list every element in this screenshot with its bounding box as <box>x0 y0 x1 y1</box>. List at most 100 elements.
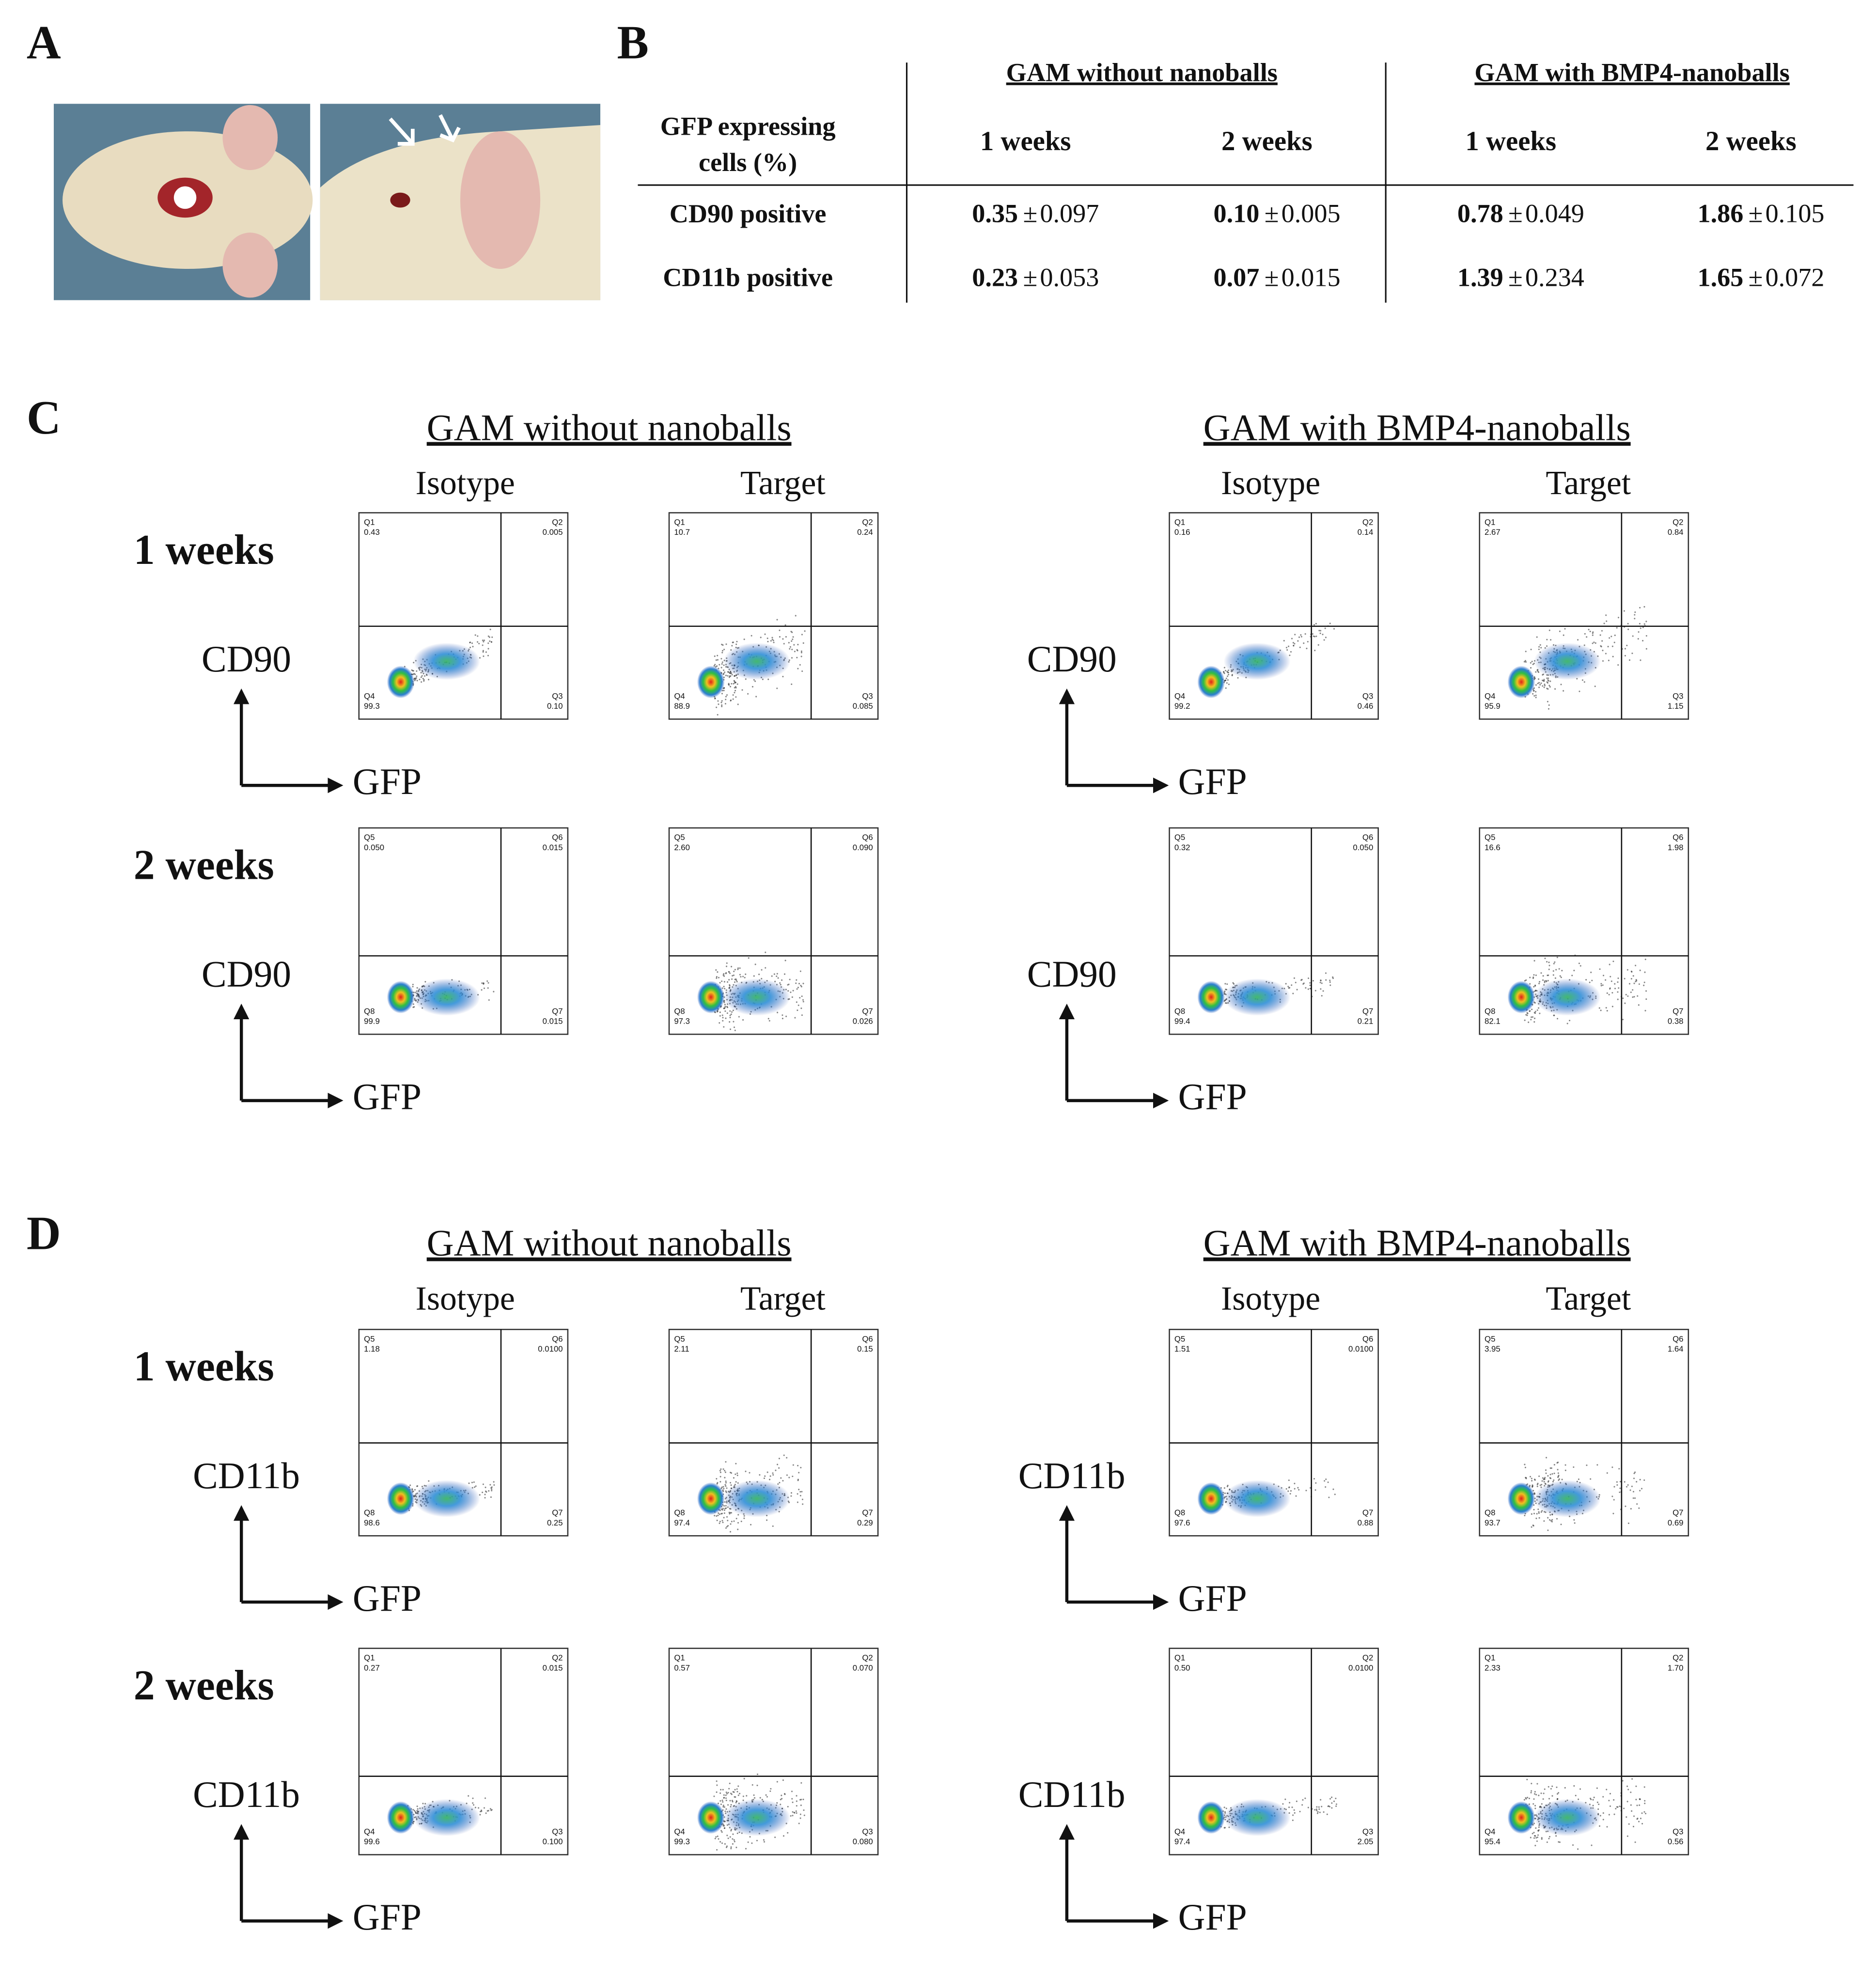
event-dot <box>1645 998 1647 1000</box>
event-dot <box>1635 1785 1637 1787</box>
event-dot <box>1293 645 1295 647</box>
event-dot <box>1643 623 1645 625</box>
event-dot <box>740 1521 742 1523</box>
event-dot <box>1331 1796 1333 1798</box>
event-dot <box>1573 1466 1575 1468</box>
event-dot <box>724 1508 726 1510</box>
event-dot <box>1610 976 1611 978</box>
event-dot <box>798 1489 800 1491</box>
x-axis-label: GFP <box>353 1577 422 1619</box>
event-dot <box>1296 1800 1298 1802</box>
event-dot <box>478 1807 480 1809</box>
event-dot <box>1633 1472 1635 1474</box>
event-dot <box>1285 647 1287 649</box>
event-dot <box>1627 995 1629 997</box>
event-dot <box>483 1807 485 1809</box>
event-dot <box>745 1848 747 1850</box>
event-dot <box>1325 637 1327 638</box>
event-dot <box>1552 974 1554 976</box>
event-dot <box>1534 1017 1536 1019</box>
quadrant-value: 0.16 <box>1174 528 1190 537</box>
event-dot <box>734 981 736 983</box>
event-dot <box>1530 1019 1532 1021</box>
event-dot <box>486 1810 488 1812</box>
event-dot <box>1290 1490 1292 1492</box>
event-dot <box>1530 667 1532 669</box>
event-dot <box>733 1477 735 1479</box>
event-dot <box>723 1825 725 1827</box>
event-dot <box>772 1525 774 1527</box>
event-core <box>697 666 725 699</box>
event-dot <box>1538 646 1540 648</box>
event-dot <box>788 1477 790 1479</box>
event-dot <box>1542 979 1544 981</box>
event-dot <box>491 1490 493 1492</box>
event-dot <box>1602 1796 1604 1798</box>
event-dot <box>1624 978 1626 980</box>
event-dot <box>1614 634 1616 637</box>
event-cloud <box>1533 642 1601 680</box>
event-dot <box>1327 1481 1329 1483</box>
quadrant-value: 0.56 <box>1668 1837 1684 1846</box>
event-dot <box>1547 1475 1549 1477</box>
quadrant-value: 0.026 <box>853 1017 873 1026</box>
event-dot <box>1548 965 1550 966</box>
event-dot <box>802 1503 804 1505</box>
event-dot <box>729 1482 732 1484</box>
event-dot <box>1605 614 1607 616</box>
event-dot <box>802 982 804 984</box>
event-dot <box>737 1785 739 1787</box>
event-dot <box>777 1012 779 1013</box>
event-dot <box>1291 1806 1293 1808</box>
event-dot <box>795 1810 797 1812</box>
event-dot <box>797 668 799 669</box>
event-dot <box>483 639 485 641</box>
event-dot <box>773 973 775 975</box>
event-dot <box>493 1481 495 1483</box>
event-dot <box>732 1801 734 1803</box>
event-dot <box>1619 1805 1621 1807</box>
cell-sd: 0.097 <box>1040 199 1099 228</box>
event-dot <box>1606 992 1608 994</box>
event-dot <box>787 984 789 986</box>
event-dot <box>723 973 725 975</box>
event-dot <box>719 1476 721 1478</box>
event-dot <box>1632 996 1634 998</box>
event-dot <box>486 980 488 982</box>
event-dot <box>1231 674 1233 676</box>
event-dot <box>763 1841 766 1843</box>
event-dot <box>731 1521 733 1523</box>
event-dot <box>731 1472 733 1474</box>
event-dot <box>1608 994 1610 996</box>
event-dot <box>1524 980 1526 982</box>
y-axis-label: CD90 <box>1027 953 1117 995</box>
quadrant-name: Q3 <box>1362 1827 1373 1836</box>
event-dot <box>1548 1786 1549 1788</box>
event-dot <box>1533 1509 1535 1510</box>
event-dot <box>473 1804 475 1806</box>
event-dot <box>1557 1476 1559 1478</box>
x-axis-label: GFP <box>353 1896 422 1938</box>
event-dot <box>1335 1803 1337 1805</box>
quadrant-name: Q1 <box>674 1653 685 1663</box>
event-dot <box>1524 660 1527 662</box>
event-dot <box>767 640 769 642</box>
event-dot <box>800 1782 802 1784</box>
event-dot <box>1294 1488 1296 1490</box>
event-dot <box>1543 1479 1545 1480</box>
event-dot <box>724 703 726 705</box>
event-dot <box>755 696 757 698</box>
event-core <box>1507 1482 1535 1515</box>
event-dot <box>1626 1835 1628 1837</box>
event-dot <box>1603 623 1605 624</box>
quadrant-value: 0.0100 <box>1348 1663 1373 1672</box>
event-dot <box>717 654 719 656</box>
event-dot <box>791 657 793 659</box>
event-dot <box>719 1481 721 1483</box>
event-dot <box>1546 961 1548 963</box>
event-dot <box>1639 1804 1641 1806</box>
event-dot <box>1575 1794 1577 1796</box>
event-dot <box>1558 1841 1560 1843</box>
event-dot <box>1593 641 1595 643</box>
event-dot <box>1543 686 1545 688</box>
